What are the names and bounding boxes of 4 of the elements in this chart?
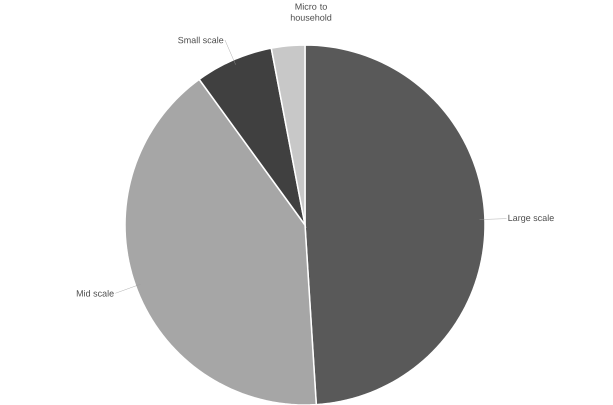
slice-label: Mid scale bbox=[76, 290, 114, 297]
slice-label: Micro to household bbox=[290, 3, 332, 21]
slice-label: Large scale bbox=[508, 214, 554, 223]
slice-label: Small scale bbox=[178, 36, 224, 44]
